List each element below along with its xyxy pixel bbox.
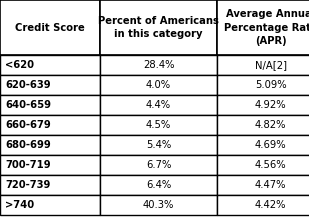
Text: Average Annual
Percentage Rate
(APR): Average Annual Percentage Rate (APR): [224, 9, 309, 46]
Bar: [100, 155, 217, 175]
Text: 660-679: 660-679: [5, 120, 51, 130]
Text: 620-639: 620-639: [5, 80, 51, 90]
Text: 700-719: 700-719: [5, 160, 51, 170]
Text: 4.42%: 4.42%: [255, 200, 286, 210]
Bar: [0, 115, 100, 135]
Bar: [217, 55, 309, 75]
Bar: [217, 135, 309, 155]
Bar: [100, 115, 217, 135]
Text: >740: >740: [5, 200, 34, 210]
Bar: [217, 195, 309, 215]
Text: 4.4%: 4.4%: [146, 100, 171, 110]
Bar: [0, 155, 100, 175]
Bar: [0, 55, 100, 75]
Text: 4.56%: 4.56%: [255, 160, 286, 170]
Bar: [100, 95, 217, 115]
Bar: [0, 95, 100, 115]
Text: 5.4%: 5.4%: [146, 140, 171, 150]
Text: 720-739: 720-739: [5, 180, 50, 190]
Text: Percent of Americans
in this category: Percent of Americans in this category: [98, 16, 219, 39]
Bar: [217, 115, 309, 135]
Bar: [100, 55, 217, 75]
Text: Credit Score: Credit Score: [15, 22, 85, 32]
Bar: [217, 175, 309, 195]
Text: 40.3%: 40.3%: [143, 200, 174, 210]
Text: 4.82%: 4.82%: [255, 120, 286, 130]
Bar: [217, 0, 309, 55]
Bar: [217, 95, 309, 115]
Bar: [100, 135, 217, 155]
Bar: [100, 75, 217, 95]
Bar: [217, 75, 309, 95]
Bar: [0, 135, 100, 155]
Text: 4.92%: 4.92%: [255, 100, 286, 110]
Text: 4.47%: 4.47%: [255, 180, 286, 190]
Text: 640-659: 640-659: [5, 100, 51, 110]
Bar: [0, 75, 100, 95]
Bar: [0, 195, 100, 215]
Bar: [100, 0, 217, 55]
Text: 6.4%: 6.4%: [146, 180, 171, 190]
Bar: [100, 195, 217, 215]
Text: N/A[2]: N/A[2]: [255, 60, 286, 70]
Text: 680-699: 680-699: [5, 140, 51, 150]
Text: 4.5%: 4.5%: [146, 120, 171, 130]
Text: 4.69%: 4.69%: [255, 140, 286, 150]
Text: 5.09%: 5.09%: [255, 80, 286, 90]
Text: 28.4%: 28.4%: [143, 60, 174, 70]
Text: 4.0%: 4.0%: [146, 80, 171, 90]
Bar: [0, 175, 100, 195]
Bar: [217, 155, 309, 175]
Text: <620: <620: [5, 60, 34, 70]
Text: 6.7%: 6.7%: [146, 160, 171, 170]
Bar: [100, 175, 217, 195]
Bar: [0, 0, 100, 55]
